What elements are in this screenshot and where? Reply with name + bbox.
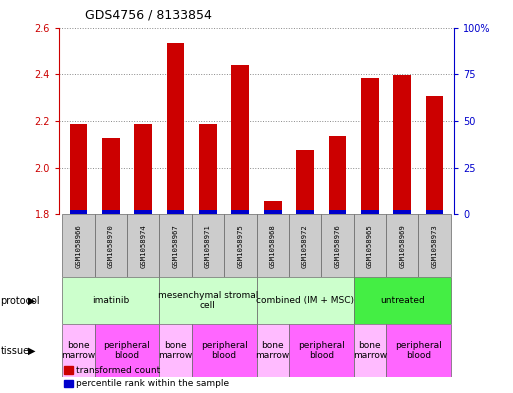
Text: GSM1058972: GSM1058972 — [302, 224, 308, 268]
Bar — [102, 138, 120, 214]
FancyBboxPatch shape — [353, 324, 386, 377]
FancyBboxPatch shape — [289, 214, 321, 277]
Bar — [70, 210, 87, 214]
Bar — [393, 210, 411, 214]
FancyBboxPatch shape — [321, 214, 353, 277]
Text: GSM1058974: GSM1058974 — [140, 224, 146, 268]
FancyBboxPatch shape — [289, 324, 353, 377]
Text: GSM1058970: GSM1058970 — [108, 224, 114, 268]
Bar — [361, 210, 379, 214]
Bar — [264, 201, 282, 214]
Text: GSM1058976: GSM1058976 — [334, 224, 341, 268]
Text: peripheral
blood: peripheral blood — [298, 341, 345, 360]
Bar — [231, 210, 249, 214]
Text: peripheral
blood: peripheral blood — [201, 341, 247, 360]
Text: bone
marrow: bone marrow — [61, 341, 95, 360]
Text: imatinib: imatinib — [92, 296, 129, 305]
Legend: transformed count, percentile rank within the sample: transformed count, percentile rank withi… — [64, 366, 229, 389]
Bar — [328, 136, 346, 214]
FancyBboxPatch shape — [386, 324, 451, 377]
Text: GSM1058969: GSM1058969 — [399, 224, 405, 268]
Text: GSM1058975: GSM1058975 — [238, 224, 243, 268]
FancyBboxPatch shape — [160, 277, 256, 324]
FancyBboxPatch shape — [224, 214, 256, 277]
Text: mesenchymal stromal
cell: mesenchymal stromal cell — [157, 291, 258, 310]
FancyBboxPatch shape — [353, 277, 451, 324]
FancyBboxPatch shape — [94, 214, 127, 277]
Bar — [328, 210, 346, 214]
Text: GDS4756 / 8133854: GDS4756 / 8133854 — [85, 8, 211, 21]
Bar — [361, 78, 379, 214]
FancyBboxPatch shape — [192, 324, 256, 377]
Text: GSM1058966: GSM1058966 — [75, 224, 82, 268]
FancyBboxPatch shape — [256, 324, 289, 377]
Text: GSM1058971: GSM1058971 — [205, 224, 211, 268]
Bar — [231, 65, 249, 214]
Bar — [393, 75, 411, 214]
Text: GSM1058965: GSM1058965 — [367, 224, 373, 268]
Text: bone
marrow: bone marrow — [159, 341, 193, 360]
FancyBboxPatch shape — [419, 214, 451, 277]
FancyBboxPatch shape — [160, 214, 192, 277]
Text: ▶: ▶ — [28, 346, 36, 356]
Text: protocol: protocol — [1, 296, 40, 306]
FancyBboxPatch shape — [192, 214, 224, 277]
FancyBboxPatch shape — [62, 214, 94, 277]
Bar — [199, 210, 217, 214]
Bar — [167, 43, 185, 214]
FancyBboxPatch shape — [353, 214, 386, 277]
Bar — [264, 210, 282, 214]
FancyBboxPatch shape — [160, 324, 192, 377]
Text: untreated: untreated — [380, 296, 425, 305]
Text: ▶: ▶ — [28, 296, 36, 306]
Bar — [134, 210, 152, 214]
Bar — [199, 124, 217, 214]
FancyBboxPatch shape — [127, 214, 160, 277]
FancyBboxPatch shape — [62, 277, 160, 324]
Bar — [167, 210, 185, 214]
FancyBboxPatch shape — [256, 277, 353, 324]
Text: GSM1058968: GSM1058968 — [270, 224, 275, 268]
Bar — [70, 124, 87, 214]
Bar — [134, 124, 152, 214]
Text: bone
marrow: bone marrow — [353, 341, 387, 360]
Text: peripheral
blood: peripheral blood — [104, 341, 150, 360]
FancyBboxPatch shape — [256, 214, 289, 277]
Bar — [296, 210, 314, 214]
Text: bone
marrow: bone marrow — [255, 341, 290, 360]
Text: GSM1058973: GSM1058973 — [431, 224, 438, 268]
Bar — [102, 210, 120, 214]
FancyBboxPatch shape — [62, 324, 94, 377]
Text: tissue: tissue — [1, 346, 30, 356]
FancyBboxPatch shape — [386, 214, 419, 277]
Text: GSM1058967: GSM1058967 — [172, 224, 179, 268]
Text: peripheral
blood: peripheral blood — [395, 341, 442, 360]
FancyBboxPatch shape — [94, 324, 160, 377]
Bar — [426, 96, 443, 214]
Bar — [296, 150, 314, 214]
Bar — [426, 210, 443, 214]
Text: combined (IM + MSC): combined (IM + MSC) — [256, 296, 354, 305]
